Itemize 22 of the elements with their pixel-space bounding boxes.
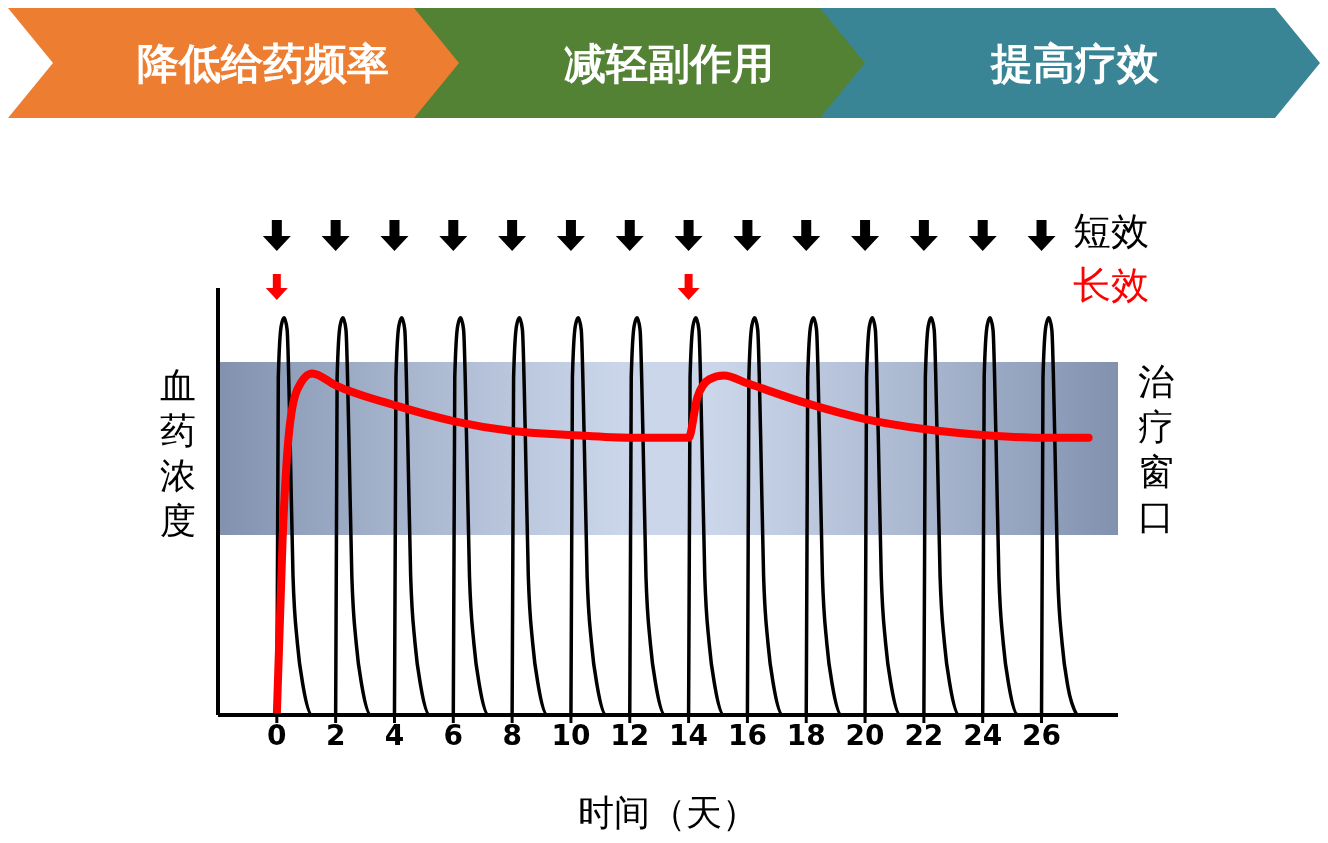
x-tick-label: 14 (669, 718, 709, 752)
x-tick-label: 16 (727, 718, 767, 752)
x-tick-label: 2 (325, 718, 346, 752)
legend-label: 短效 (1073, 209, 1149, 253)
x-tick-label: 22 (904, 718, 944, 752)
x-tick-label: 24 (963, 718, 1003, 752)
text: 减轻副作用 (564, 39, 774, 88)
text: 降低给药频率 (137, 39, 389, 88)
x-tick-label: 18 (786, 718, 826, 752)
x-tick-label: 12 (610, 718, 650, 752)
x-tick-label: 6 (443, 718, 464, 752)
y-axis-title: 血药浓度 (160, 365, 196, 542)
text: 提高疗效 (989, 39, 1160, 88)
text: 长效 (1073, 263, 1149, 307)
x-axis-title: 时间（天） (578, 792, 758, 833)
x-tick-label: 8 (502, 718, 522, 752)
x-tick-label: 0 (267, 718, 287, 752)
x-tick-label: 10 (551, 718, 591, 752)
x-tick-label: 26 (1022, 718, 1062, 752)
x-tick-label: 20 (845, 718, 885, 752)
band-label: 治疗窗口 (1138, 360, 1174, 537)
x-tick-label: 4 (384, 718, 405, 752)
